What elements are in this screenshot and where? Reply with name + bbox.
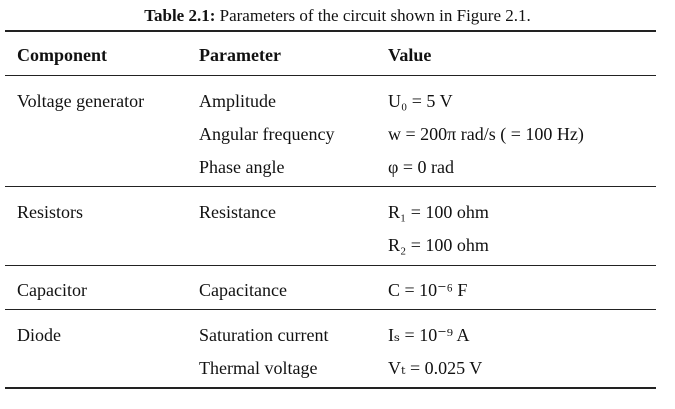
header-parameter: Parameter xyxy=(199,45,281,65)
row-rule-voltage-generator xyxy=(5,186,656,187)
value-angular-frequency: w = 200π rad/s ( = 100 Hz) xyxy=(388,124,584,144)
table-caption-label: Table 2.1: xyxy=(144,6,216,25)
bottom-rule xyxy=(5,387,656,389)
value-resistance-r1: R₁ = 100 ohm xyxy=(388,202,489,222)
value-saturation-current: Iₛ = 10⁻⁹ A xyxy=(388,325,470,345)
row-rule-resistors xyxy=(5,265,656,266)
parameter-capacitance: Capacitance xyxy=(199,280,287,300)
parameter-amplitude: Amplitude xyxy=(199,91,276,111)
parameter-angular-frequency: Angular frequency xyxy=(199,124,335,144)
component-capacitor: Capacitor xyxy=(17,280,87,300)
top-rule xyxy=(5,30,656,32)
component-voltage-generator: Voltage generator xyxy=(17,91,145,111)
header-value: Value xyxy=(388,45,432,65)
table-caption-text: Parameters of the circuit shown in Figur… xyxy=(215,6,531,25)
parameter-thermal-voltage: Thermal voltage xyxy=(199,358,318,378)
table-caption: Table 2.1: Parameters of the circuit sho… xyxy=(0,6,675,26)
value-phase-angle: φ = 0 rad xyxy=(388,157,455,177)
value-amplitude: U₀ = 5 V xyxy=(388,91,453,111)
value-thermal-voltage: Vₜ = 0.025 V xyxy=(388,358,483,378)
parameter-saturation-current: Saturation current xyxy=(199,325,329,345)
parameter-phase-angle: Phase angle xyxy=(199,157,285,177)
row-rule-capacitor xyxy=(5,309,656,310)
value-capacitance: C = 10⁻⁶ F xyxy=(388,280,468,300)
component-resistors: Resistors xyxy=(17,202,84,222)
header-rule xyxy=(5,75,656,76)
parameter-resistance: Resistance xyxy=(199,202,276,222)
component-diode: Diode xyxy=(17,325,61,345)
value-resistance-r2: R₂ = 100 ohm xyxy=(388,235,489,255)
header-component: Component xyxy=(17,45,108,65)
